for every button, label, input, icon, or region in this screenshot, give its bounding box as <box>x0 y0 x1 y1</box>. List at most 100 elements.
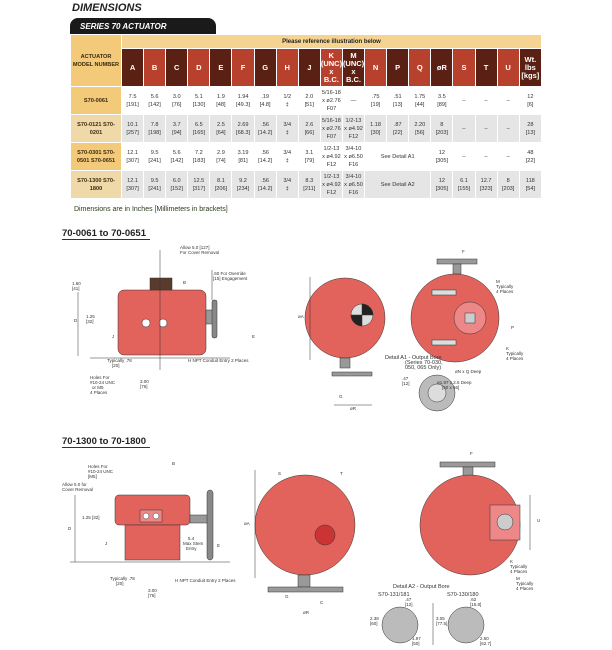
cell-value: F16 <box>348 189 359 196</box>
cell-value: F12 <box>348 133 359 140</box>
cell-value: 12.7 <box>480 177 492 184</box>
dimension-label: M <box>516 576 520 581</box>
column-header: C <box>165 48 189 87</box>
rear-view-small <box>410 258 500 412</box>
cell-value: 2.5 <box>217 121 225 128</box>
cell-value: – <box>462 153 466 160</box>
dimension-label: [15] Engagement <box>213 276 248 281</box>
table-cell: .87 [22] <box>386 114 410 143</box>
dimension-label: 4 Places <box>90 390 108 395</box>
dimension-label: #10-24 UNC <box>88 469 114 474</box>
dimension-label: 1.25 <box>86 314 95 319</box>
dimension-label: Holes For <box>88 464 108 469</box>
dimension-label: 3.05 <box>436 616 445 621</box>
model-header: ACTUATOR MODEL NUMBER <box>70 34 122 87</box>
cell-value: 12.5 <box>193 177 205 184</box>
table-row: S70-0301 S70-0501 S70-0651 12.1 [307] 9.5 [2… <box>70 142 543 171</box>
dimension-label: 1.25 [32] <box>82 515 100 520</box>
dimension-label: S70-130/180 <box>447 592 479 598</box>
cell-value: 1.9 <box>217 93 225 100</box>
table-cell: – <box>452 114 476 143</box>
column-header: Wt. lbs [kgs] <box>518 48 543 87</box>
dimension-label: S70-131/181 <box>378 592 410 598</box>
cell-value: 12 <box>438 177 445 184</box>
cell-value: [74] <box>216 157 226 164</box>
dimension-label: 4 Places <box>506 356 524 361</box>
table-cell: .56 [14.2] <box>253 170 277 199</box>
dimension-label: G <box>285 594 289 599</box>
cell-value: 6.1 <box>460 177 468 184</box>
dimension-label: øR <box>350 406 357 411</box>
cell-value: 3.1 <box>305 149 314 156</box>
table-cell: – <box>496 114 520 143</box>
dimension-label: .47 <box>402 376 409 381</box>
column-header: A <box>120 48 145 87</box>
cell-value: [56] <box>415 129 425 136</box>
dimension-label: G <box>339 394 343 399</box>
dimension-label: [20] <box>116 581 124 586</box>
dimension-label: 050, 065 Only) <box>405 365 441 371</box>
cell-value: 3/4-10 <box>345 173 362 180</box>
table-cell: 1/2-13 x ø4.92 F12 <box>319 170 343 199</box>
dimension-label: [12] <box>405 602 413 607</box>
cell-value: 1/2 <box>283 93 292 100</box>
table-cell: 2.5 [64] <box>209 114 233 143</box>
cell-value: [203] <box>501 185 515 192</box>
cell-value: [79] <box>304 157 314 164</box>
dimension-label: 4 Places <box>516 586 534 591</box>
dimension-label: or M5 <box>92 385 104 390</box>
cell-value: [94] <box>172 129 182 136</box>
dimension-label: D <box>74 318 78 323</box>
cell-value: – <box>506 125 510 132</box>
table-cell: 10.1 [257] <box>120 114 145 143</box>
cell-value: [206] <box>214 185 228 192</box>
cell-value: – <box>484 125 488 132</box>
cell-value: 3/4 <box>283 121 292 128</box>
cell-value: F16 <box>348 161 359 168</box>
cell-value: See Detail A2 <box>380 181 415 188</box>
cell-value: 8.3 <box>305 177 314 184</box>
cell-value: 3/4 <box>283 177 292 184</box>
dimension-label: F <box>462 249 465 254</box>
cell-value: 12 <box>527 93 534 100</box>
cell-value: 1.75 <box>414 93 426 100</box>
cell-value: 6.0 <box>172 177 181 184</box>
cell-value: [317] <box>192 185 206 192</box>
cell-value: [54] <box>525 185 536 192</box>
cell-value: 48 <box>527 149 534 156</box>
cell-value: [130] <box>192 101 206 108</box>
column-header: D <box>187 48 211 87</box>
dimension-label: [60] <box>370 621 378 626</box>
cell-value: [191] <box>126 101 139 108</box>
table-row: S70-0121 S70-0201 10.1 [257] 7.8 [198] 3.7 [94… <box>70 114 543 143</box>
dimension-label: [41] <box>72 286 80 291</box>
column-header: H <box>275 48 299 87</box>
model-cell: S70-0061 <box>70 86 122 115</box>
side-view-large <box>70 489 230 563</box>
cell-value: x ø4.92 <box>322 181 341 188</box>
cell-value: 5/16-18 <box>321 89 341 96</box>
cell-value: .75 <box>371 93 380 100</box>
cell-value: 8.1 <box>217 177 225 184</box>
dimension-label: Entry <box>186 546 197 551</box>
cell-value: [44] <box>415 101 425 108</box>
dimension-label: B <box>183 280 186 285</box>
dimension-label: K <box>510 559 513 564</box>
cell-value: – <box>506 97 510 104</box>
dimension-label: M <box>496 279 500 284</box>
dimension-label: [77.5] <box>436 621 447 626</box>
column-header: E <box>209 48 233 87</box>
table-cell: 6.1 [155] <box>452 170 476 199</box>
cell-value: x ø4.92 <box>344 125 363 132</box>
table-cell: – <box>474 114 498 143</box>
dimension-label: Typically .78 <box>107 358 132 363</box>
dimension-label: 4 Places <box>510 569 528 574</box>
cell-value: 7.8 <box>150 121 159 128</box>
cell-value: [142] <box>148 101 161 108</box>
cell-value: 9.2 <box>239 177 247 184</box>
model-cell: S70-1300 S70-1800 <box>70 170 122 199</box>
column-header: øR <box>430 48 454 87</box>
dimensions-table: ACTUATOR MODEL NUMBER Please reference i… <box>70 34 543 199</box>
cell-value: ‡ <box>285 157 289 164</box>
dimension-label: øN x Q Deep <box>455 369 482 374</box>
